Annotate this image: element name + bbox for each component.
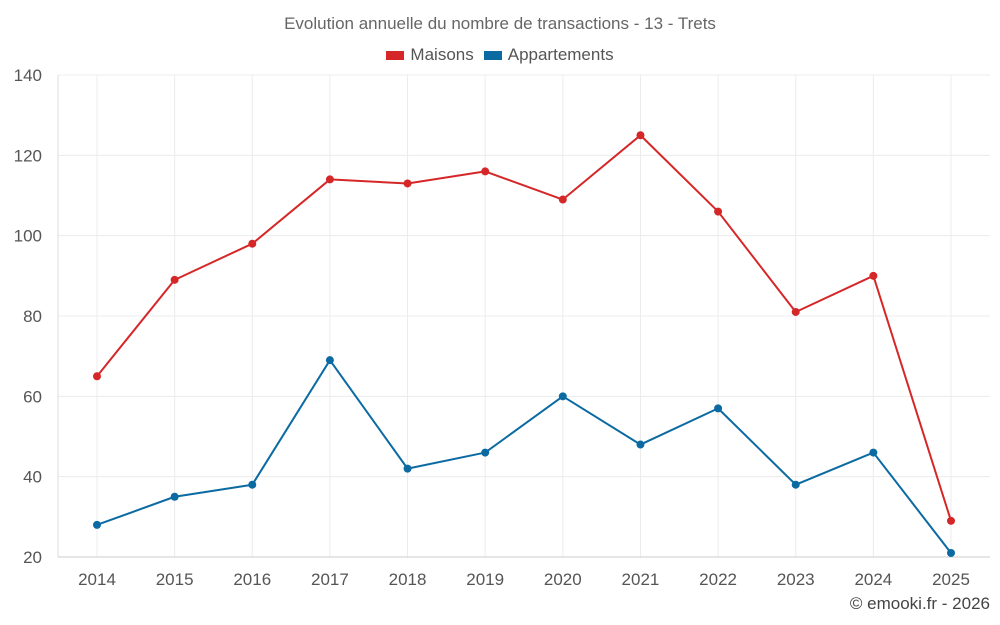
x-tick-label: 2016 (233, 570, 271, 589)
data-point-maisons (403, 179, 412, 188)
data-point-maisons (170, 275, 179, 284)
x-tick-label: 2022 (699, 570, 737, 589)
legend-label-appartements: Appartements (507, 45, 614, 64)
data-point-appartements (170, 492, 179, 501)
data-point-appartements (947, 548, 955, 557)
y-tick-label: 80 (23, 307, 42, 326)
legend-item-appartements[interactable]: Appartements (483, 45, 614, 65)
x-tick-label: 2021 (622, 570, 660, 589)
data-point-maisons (325, 175, 334, 184)
legend-label-maisons: Maisons (410, 45, 474, 64)
data-point-appartements (636, 440, 645, 449)
data-point-appartements (481, 448, 490, 457)
y-tick-label: 20 (23, 548, 42, 567)
x-tick-label: 2019 (466, 570, 504, 589)
chart-legend: Maisons Appartements (0, 45, 1000, 65)
y-tick-label: 120 (14, 146, 42, 165)
data-point-maisons (947, 516, 955, 525)
credit-text: © emooki.fr - 2026 (849, 594, 990, 613)
y-tick-label: 60 (23, 387, 42, 406)
x-tick-label: 2025 (932, 570, 970, 589)
y-tick-label: 100 (14, 227, 42, 246)
data-point-maisons (481, 167, 490, 176)
x-tick-label: 2018 (389, 570, 427, 589)
data-point-maisons (714, 207, 723, 216)
data-point-maisons (93, 372, 101, 381)
chart-title: Evolution annuelle du nombre de transact… (284, 14, 716, 33)
data-point-maisons (791, 307, 800, 316)
x-tick-label: 2023 (777, 570, 815, 589)
data-point-maisons (636, 131, 645, 140)
data-point-appartements (93, 520, 101, 529)
data-point-maisons (558, 195, 567, 204)
x-tick-label: 2017 (311, 570, 349, 589)
series-line-appartements (96, 359, 952, 554)
legend-item-maisons[interactable]: Maisons (386, 45, 474, 65)
series-line-maisons (96, 134, 952, 522)
data-point-appartements (403, 464, 412, 473)
data-point-appartements (869, 448, 878, 457)
legend-swatch-appartements (483, 50, 502, 60)
data-point-appartements (248, 480, 257, 489)
y-tick-label: 40 (23, 468, 42, 487)
x-tick-label: 2020 (544, 570, 582, 589)
x-tick-label: 2024 (854, 570, 892, 589)
data-point-appartements (791, 480, 800, 489)
data-point-maisons (248, 239, 257, 248)
data-point-appartements (714, 404, 723, 413)
data-point-maisons (869, 271, 878, 280)
y-tick-label: 140 (14, 66, 42, 85)
legend-swatch-maisons (386, 50, 405, 60)
x-tick-label: 2014 (78, 570, 116, 589)
data-point-appartements (558, 392, 567, 401)
x-tick-label: 2015 (156, 570, 194, 589)
data-point-appartements (325, 356, 334, 365)
